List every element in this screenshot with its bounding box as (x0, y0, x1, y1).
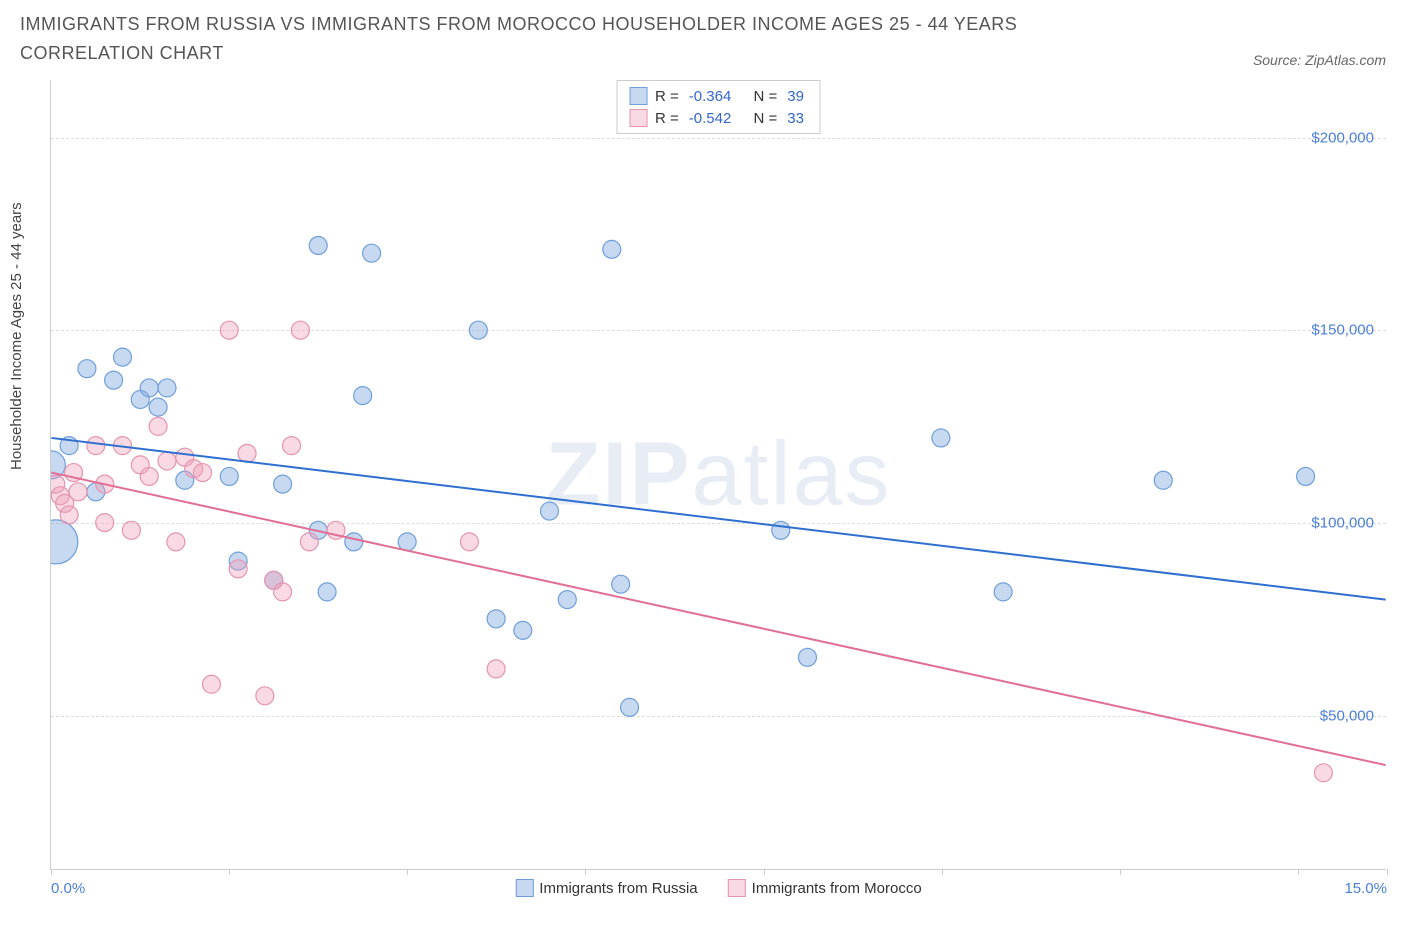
scatter-point (1297, 467, 1315, 485)
scatter-point (798, 648, 816, 666)
trend-line (51, 438, 1385, 600)
scatter-point (194, 464, 212, 482)
x-tick (229, 869, 230, 875)
scatter-point (1314, 764, 1332, 782)
legend-stats-row: R = -0.542 N = 33 (629, 107, 808, 129)
legend-series-item: Immigrants from Morocco (728, 879, 922, 897)
x-tick (585, 869, 586, 875)
scatter-point (149, 417, 167, 435)
x-tick (1298, 869, 1299, 875)
scatter-point (51, 520, 78, 564)
x-tick (942, 869, 943, 875)
scatter-point (363, 244, 381, 262)
chart-title: IMMIGRANTS FROM RUSSIA VS IMMIGRANTS FRO… (20, 10, 1120, 68)
scatter-point (229, 560, 247, 578)
legend-n-value: 33 (787, 110, 804, 127)
x-tick (1387, 869, 1388, 875)
legend-stats: R = -0.364 N = 39 R = -0.542 N = 33 (616, 80, 821, 134)
legend-series-item: Immigrants from Russia (515, 879, 697, 897)
x-tick-label: 15.0% (1344, 880, 1387, 897)
scatter-point (238, 444, 256, 462)
scatter-point (256, 687, 274, 705)
legend-r-value: -0.364 (689, 88, 732, 105)
legend-n-value: 39 (787, 88, 804, 105)
scatter-point (283, 437, 301, 455)
chart-source: Source: ZipAtlas.com (1253, 52, 1386, 68)
y-axis-label: Householder Income Ages 25 - 44 years (8, 202, 25, 470)
scatter-point (487, 610, 505, 628)
trend-line (51, 473, 1385, 766)
x-tick (407, 869, 408, 875)
legend-swatch (515, 879, 533, 897)
scatter-point (621, 698, 639, 716)
legend-series-label: Immigrants from Morocco (752, 880, 922, 897)
legend-swatch (728, 879, 746, 897)
scatter-point (220, 467, 238, 485)
scatter-svg (51, 80, 1386, 869)
scatter-point (612, 575, 630, 593)
scatter-point (114, 348, 132, 366)
scatter-point (460, 533, 478, 551)
scatter-point (487, 660, 505, 678)
legend-n-label: N = (754, 110, 778, 127)
scatter-point (1154, 471, 1172, 489)
chart-header: IMMIGRANTS FROM RUSSIA VS IMMIGRANTS FRO… (0, 0, 1406, 76)
legend-swatch (629, 109, 647, 127)
scatter-point (60, 506, 78, 524)
chart-plot-area: ZIPatlas R = -0.364 N = 39 R = -0.542 N … (50, 80, 1386, 870)
scatter-point (202, 675, 220, 693)
scatter-point (514, 621, 532, 639)
scatter-point (345, 533, 363, 551)
scatter-point (274, 475, 292, 493)
x-tick (51, 869, 52, 875)
legend-n-label: N = (754, 88, 778, 105)
scatter-point (220, 321, 238, 339)
scatter-point (122, 521, 140, 539)
scatter-point (105, 371, 123, 389)
legend-stats-row: R = -0.364 N = 39 (629, 85, 808, 107)
scatter-point (78, 360, 96, 378)
x-tick (764, 869, 765, 875)
scatter-point (318, 583, 336, 601)
scatter-point (540, 502, 558, 520)
scatter-point (398, 533, 416, 551)
scatter-point (140, 467, 158, 485)
x-tick (1120, 869, 1121, 875)
scatter-point (96, 514, 114, 532)
legend-r-value: -0.542 (689, 110, 732, 127)
scatter-point (140, 379, 158, 397)
scatter-point (87, 437, 105, 455)
scatter-point (469, 321, 487, 339)
scatter-point (149, 398, 167, 416)
scatter-point (309, 237, 327, 255)
scatter-point (291, 321, 309, 339)
x-tick-label: 0.0% (51, 880, 85, 897)
scatter-point (603, 240, 621, 258)
scatter-point (69, 483, 87, 501)
scatter-point (994, 583, 1012, 601)
scatter-point (932, 429, 950, 447)
legend-r-label: R = (655, 110, 679, 127)
scatter-point (274, 583, 292, 601)
legend-series: Immigrants from Russia Immigrants from M… (515, 879, 921, 897)
scatter-point (300, 533, 318, 551)
legend-swatch (629, 87, 647, 105)
legend-r-label: R = (655, 88, 679, 105)
scatter-point (772, 521, 790, 539)
scatter-point (158, 452, 176, 470)
scatter-point (158, 379, 176, 397)
scatter-point (167, 533, 185, 551)
scatter-point (354, 387, 372, 405)
legend-series-label: Immigrants from Russia (539, 880, 697, 897)
scatter-point (558, 591, 576, 609)
